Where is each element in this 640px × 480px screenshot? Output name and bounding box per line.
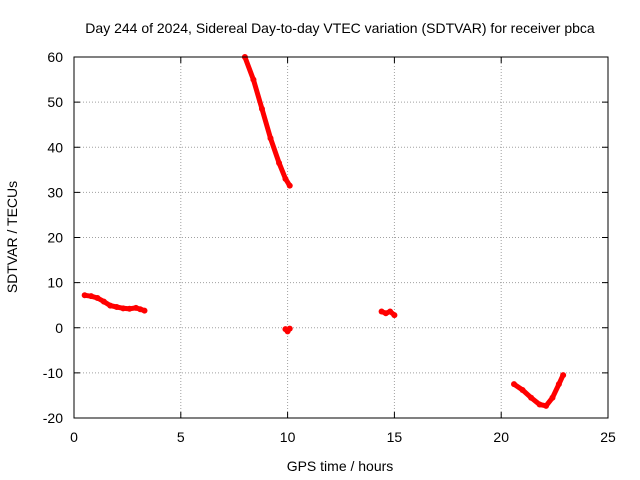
grid — [74, 57, 608, 418]
y-tick-label: 40 — [47, 139, 63, 155]
data-point — [391, 312, 398, 319]
y-tick-label: 50 — [47, 94, 63, 110]
data-point — [286, 182, 293, 189]
data-point — [286, 325, 293, 332]
data-point — [113, 303, 120, 310]
data-point — [120, 305, 127, 312]
data-point — [282, 175, 289, 182]
y-tick-label: -20 — [43, 410, 63, 426]
data-point — [100, 298, 107, 305]
x-tick-labels: 0 5 10 15 20 25 — [70, 429, 616, 445]
data-point — [519, 387, 526, 394]
data-point — [387, 308, 394, 315]
x-axis-label: GPS time / hours — [287, 458, 394, 474]
data-point — [141, 307, 148, 314]
data-point — [258, 105, 265, 112]
data-point — [250, 76, 257, 83]
chart-title: Day 244 of 2024, Sidereal Day-to-day VTE… — [85, 20, 595, 36]
series-segment-2 — [242, 54, 293, 189]
x-tick-label: 5 — [177, 429, 185, 445]
x-tick-label: 10 — [280, 429, 296, 445]
data-point — [543, 402, 550, 409]
data-point — [555, 381, 562, 388]
y-tick-label: -10 — [43, 365, 63, 381]
x-tick-label: 15 — [387, 429, 403, 445]
y-tick-label: 0 — [55, 320, 63, 336]
data-point — [560, 372, 567, 379]
x-tick-label: 0 — [70, 429, 78, 445]
data-point — [126, 305, 133, 312]
data-point — [528, 394, 535, 401]
x-tick-label: 20 — [493, 429, 509, 445]
y-tick-label: 20 — [47, 230, 63, 246]
data-point — [549, 394, 556, 401]
data-point — [276, 160, 283, 167]
y-tick-label: 60 — [47, 49, 63, 65]
data-point — [511, 381, 518, 388]
data-point — [536, 401, 543, 408]
data-series — [81, 54, 567, 409]
data-point — [267, 135, 274, 142]
y-tick-labels: -20 -10 0 10 20 30 40 50 60 — [43, 49, 63, 426]
data-point — [94, 294, 101, 301]
y-tick-label: 10 — [47, 275, 63, 291]
data-point — [88, 293, 95, 300]
axis-ticks — [73, 56, 609, 419]
y-tick-label: 30 — [47, 184, 63, 200]
y-axis-label: SDTVAR / TECUs — [4, 181, 20, 293]
x-tick-label: 25 — [600, 429, 616, 445]
data-point — [81, 292, 88, 299]
data-point — [107, 302, 114, 309]
